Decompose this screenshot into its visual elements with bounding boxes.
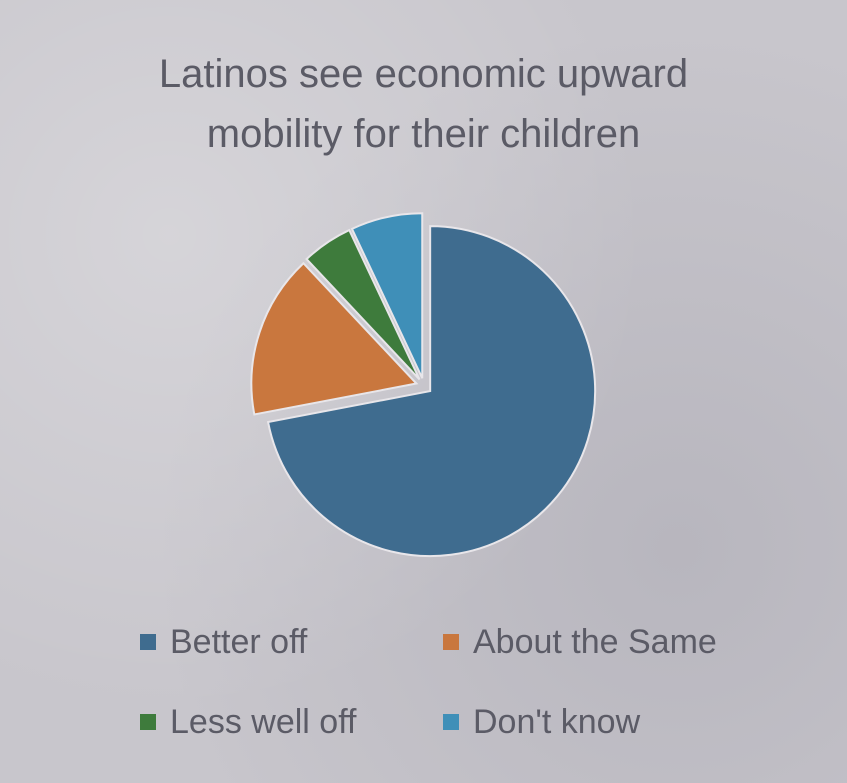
legend-swatch-better-off <box>140 634 156 650</box>
legend-swatch-dont-know <box>443 714 459 730</box>
legend-item-dont-know: Don't know <box>443 702 640 742</box>
legend-item-about-the-same: About the Same <box>443 622 717 662</box>
chart-title: Latinos see economic upward mobility for… <box>158 52 689 156</box>
pie-slice-about-the-same <box>250 261 419 416</box>
legend-swatch-less-well-off <box>140 714 156 730</box>
pie-slice-dont-know <box>350 212 424 379</box>
pie-slice-better-off <box>266 225 597 558</box>
legend-label-less-well-off: Less well off <box>170 702 357 741</box>
legend-label-about-the-same: About the Same <box>473 622 717 661</box>
legend-item-less-well-off: Less well off <box>140 702 356 742</box>
pie-slice-less-well-off <box>305 228 421 381</box>
legend-label-better-off: Better off <box>170 622 308 661</box>
legend-swatch-about-the-same <box>443 634 459 650</box>
legend-item-better-off: Better off <box>140 622 307 662</box>
legend-label-dont-know: Don't know <box>473 702 641 741</box>
